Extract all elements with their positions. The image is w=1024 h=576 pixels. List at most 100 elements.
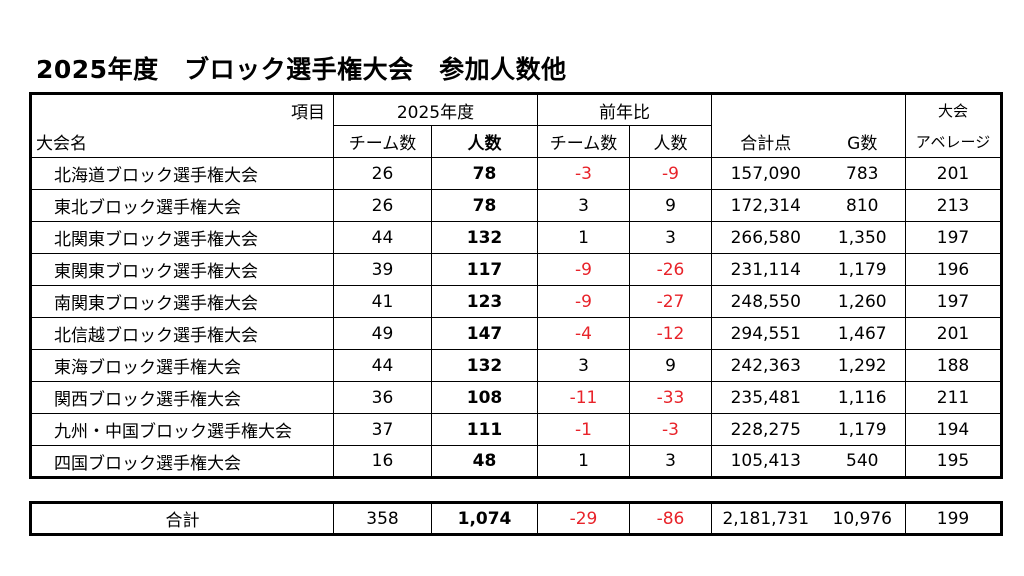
- block-tournament-table: 項目 2025年度 前年比 大会 大会名 チーム数 人数 チーム数 人数 合計点…: [29, 92, 1003, 479]
- header-total-points: 合計点: [711, 125, 820, 158]
- total-teams: 358: [333, 501, 432, 536]
- cell-d-people: -27: [629, 285, 712, 318]
- cell-g: 1,292: [819, 349, 906, 382]
- cell-g: 1,260: [819, 285, 906, 318]
- cell-name: 東北ブロック選手権大会: [29, 189, 334, 222]
- cell-teams: 44: [333, 221, 432, 254]
- cell-name: 九州・中国ブロック選手権大会: [29, 413, 334, 446]
- cell-points: 294,551: [711, 317, 820, 350]
- cell-g: 1,179: [819, 253, 906, 286]
- cell-d-people: 9: [629, 349, 712, 382]
- table-row: 南関東ブロック選手権大会 41 123 -9 -27 248,550 1,260 197: [29, 285, 1003, 318]
- total-g: 10,976: [819, 501, 906, 536]
- total-label: 合計: [29, 501, 334, 536]
- cell-d-teams: -9: [537, 285, 630, 318]
- header-taikai-name: 大会名: [29, 125, 334, 158]
- cell-people: 108: [431, 381, 538, 414]
- header-year: 2025年度: [333, 92, 538, 126]
- cell-d-people: -3: [629, 413, 712, 446]
- header-people: 人数: [431, 125, 538, 158]
- cell-name: 東海ブロック選手権大会: [29, 349, 334, 382]
- cell-d-people: -9: [629, 157, 712, 190]
- cell-name: 北海道ブロック選手権大会: [29, 157, 334, 190]
- cell-d-teams: 3: [537, 189, 630, 222]
- cell-avg: 211: [905, 381, 1003, 414]
- table-row: 東北ブロック選手権大会 26 78 3 9 172,314 810 213: [29, 189, 1003, 222]
- cell-d-teams: 3: [537, 349, 630, 382]
- header-teams: チーム数: [333, 125, 432, 158]
- cell-avg: 201: [905, 157, 1003, 190]
- header-avg-top: 大会: [905, 92, 1003, 126]
- cell-name: 四国ブロック選手権大会: [29, 445, 334, 479]
- cell-g: 1,350: [819, 221, 906, 254]
- cell-name: 北関東ブロック選手権大会: [29, 221, 334, 254]
- cell-d-teams: -3: [537, 157, 630, 190]
- table-row: 東関東ブロック選手権大会 39 117 -9 -26 231,114 1,179 196: [29, 253, 1003, 286]
- cell-d-teams: -9: [537, 253, 630, 286]
- header-blank: [711, 92, 906, 126]
- table-row: 四国ブロック選手権大会 16 48 1 3 105,413 540 195: [29, 445, 1003, 479]
- header-g-count: G数: [819, 125, 906, 158]
- cell-name: 南関東ブロック選手権大会: [29, 285, 334, 318]
- total-d-teams: -29: [537, 501, 630, 536]
- cell-d-people: 9: [629, 189, 712, 222]
- cell-avg: 201: [905, 317, 1003, 350]
- cell-avg: 195: [905, 445, 1003, 479]
- cell-avg: 188: [905, 349, 1003, 382]
- header-item: 項目: [29, 92, 334, 126]
- cell-g: 1,116: [819, 381, 906, 414]
- cell-people: 48: [431, 445, 538, 479]
- cell-points: 242,363: [711, 349, 820, 382]
- total-d-people: -86: [629, 501, 712, 536]
- cell-d-people: -33: [629, 381, 712, 414]
- cell-g: 783: [819, 157, 906, 190]
- cell-name: 関西ブロック選手権大会: [29, 381, 334, 414]
- cell-name: 東関東ブロック選手権大会: [29, 253, 334, 286]
- cell-points: 231,114: [711, 253, 820, 286]
- total-avg: 199: [905, 501, 1003, 536]
- table-row: 北信越ブロック選手権大会 49 147 -4 -12 294,551 1,467 201: [29, 317, 1003, 350]
- header-avg-bottom: アベレージ: [905, 125, 1003, 158]
- total-points: 2,181,731: [711, 501, 820, 536]
- cell-teams: 44: [333, 349, 432, 382]
- cell-people: 117: [431, 253, 538, 286]
- cell-d-people: -26: [629, 253, 712, 286]
- cell-teams: 37: [333, 413, 432, 446]
- total-people: 1,074: [431, 501, 538, 536]
- total-row: 合計 358 1,074 -29 -86 2,181,731 10,976 19…: [29, 501, 1003, 536]
- header-prev-people: 人数: [629, 125, 712, 158]
- header-prev: 前年比: [537, 92, 712, 126]
- cell-people: 132: [431, 221, 538, 254]
- cell-teams: 36: [333, 381, 432, 414]
- header-row-bottom: 大会名 チーム数 人数 チーム数 人数 合計点 G数 アベレージ: [29, 125, 1003, 158]
- header-prev-teams: チーム数: [537, 125, 630, 158]
- cell-points: 172,314: [711, 189, 820, 222]
- cell-points: 105,413: [711, 445, 820, 479]
- cell-people: 147: [431, 317, 538, 350]
- table-row: 九州・中国ブロック選手権大会 37 111 -1 -3 228,275 1,179 194: [29, 413, 1003, 446]
- cell-people: 111: [431, 413, 538, 446]
- cell-people: 123: [431, 285, 538, 318]
- table-row: 北海道ブロック選手権大会 26 78 -3 -9 157,090 783 201: [29, 157, 1003, 190]
- cell-points: 248,550: [711, 285, 820, 318]
- cell-avg: 213: [905, 189, 1003, 222]
- cell-people: 132: [431, 349, 538, 382]
- cell-g: 1,467: [819, 317, 906, 350]
- cell-points: 235,481: [711, 381, 820, 414]
- header-row-top: 項目 2025年度 前年比 大会: [29, 92, 1003, 126]
- table-row: 関西ブロック選手権大会 36 108 -11 -33 235,481 1,116 211: [29, 381, 1003, 414]
- cell-teams: 39: [333, 253, 432, 286]
- cell-teams: 41: [333, 285, 432, 318]
- cell-g: 810: [819, 189, 906, 222]
- cell-g: 540: [819, 445, 906, 479]
- table-row: 東海ブロック選手権大会 44 132 3 9 242,363 1,292 188: [29, 349, 1003, 382]
- cell-points: 228,275: [711, 413, 820, 446]
- cell-d-people: 3: [629, 445, 712, 479]
- cell-points: 157,090: [711, 157, 820, 190]
- cell-teams: 26: [333, 157, 432, 190]
- cell-name: 北信越ブロック選手権大会: [29, 317, 334, 350]
- cell-teams: 49: [333, 317, 432, 350]
- cell-points: 266,580: [711, 221, 820, 254]
- cell-avg: 194: [905, 413, 1003, 446]
- cell-d-teams: 1: [537, 221, 630, 254]
